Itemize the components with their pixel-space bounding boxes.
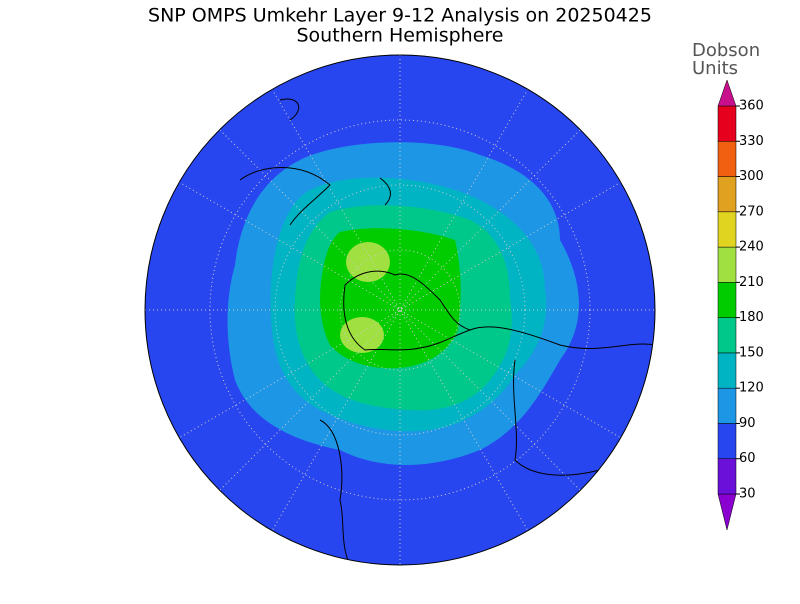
colorbar-band	[717, 246, 737, 283]
colorbar-band	[717, 387, 737, 424]
coastline	[239, 98, 655, 565]
colorbar-tick-label: 240	[739, 240, 764, 255]
colorbar-tick-label: 360	[739, 99, 764, 114]
colorbar-tick-label: 30	[739, 487, 756, 502]
colorbar-tick-label: 180	[739, 310, 764, 325]
graticule	[145, 55, 655, 565]
map-border	[144, 54, 656, 566]
colorbar-band	[717, 423, 737, 459]
subtitle: Southern Hemisphere	[296, 25, 503, 47]
colorbar: 30 60 90 120 150 180 210 240 270 300 330 360	[717, 79, 764, 531]
contour-fill	[346, 242, 390, 282]
colorbar-band	[717, 79, 737, 107]
title: SNP OMPS Umkehr Layer 9-12 Analysis on 2…	[148, 5, 652, 27]
colorbar-band	[717, 211, 737, 248]
colorbar-band	[717, 317, 737, 354]
colorbar-tick-label: 150	[739, 345, 764, 360]
colorbar-band	[717, 176, 737, 213]
colorbar-band	[717, 282, 737, 318]
map	[145, 55, 655, 565]
colorbar-band	[717, 458, 737, 495]
colorbar-tick-label: 90	[739, 416, 756, 431]
colorbar-band	[717, 141, 737, 177]
colorbar-tick-label: 210	[739, 275, 764, 290]
colorbar-tick-label: 300	[739, 169, 764, 184]
contour-fill	[340, 317, 384, 353]
colorbar-label: Units	[692, 58, 738, 79]
colorbar-tick-label: 60	[739, 451, 756, 466]
colorbar-tick-label: 270	[739, 204, 764, 219]
colorbar-tick-label: 120	[739, 381, 764, 396]
contour-fill	[320, 228, 461, 369]
colorbar-band	[717, 352, 737, 389]
colorbar-tick-label: 330	[739, 134, 764, 149]
colorbar-band	[717, 493, 737, 531]
colorbar-band	[717, 105, 737, 142]
colorbar-label: Dobson	[692, 40, 760, 61]
